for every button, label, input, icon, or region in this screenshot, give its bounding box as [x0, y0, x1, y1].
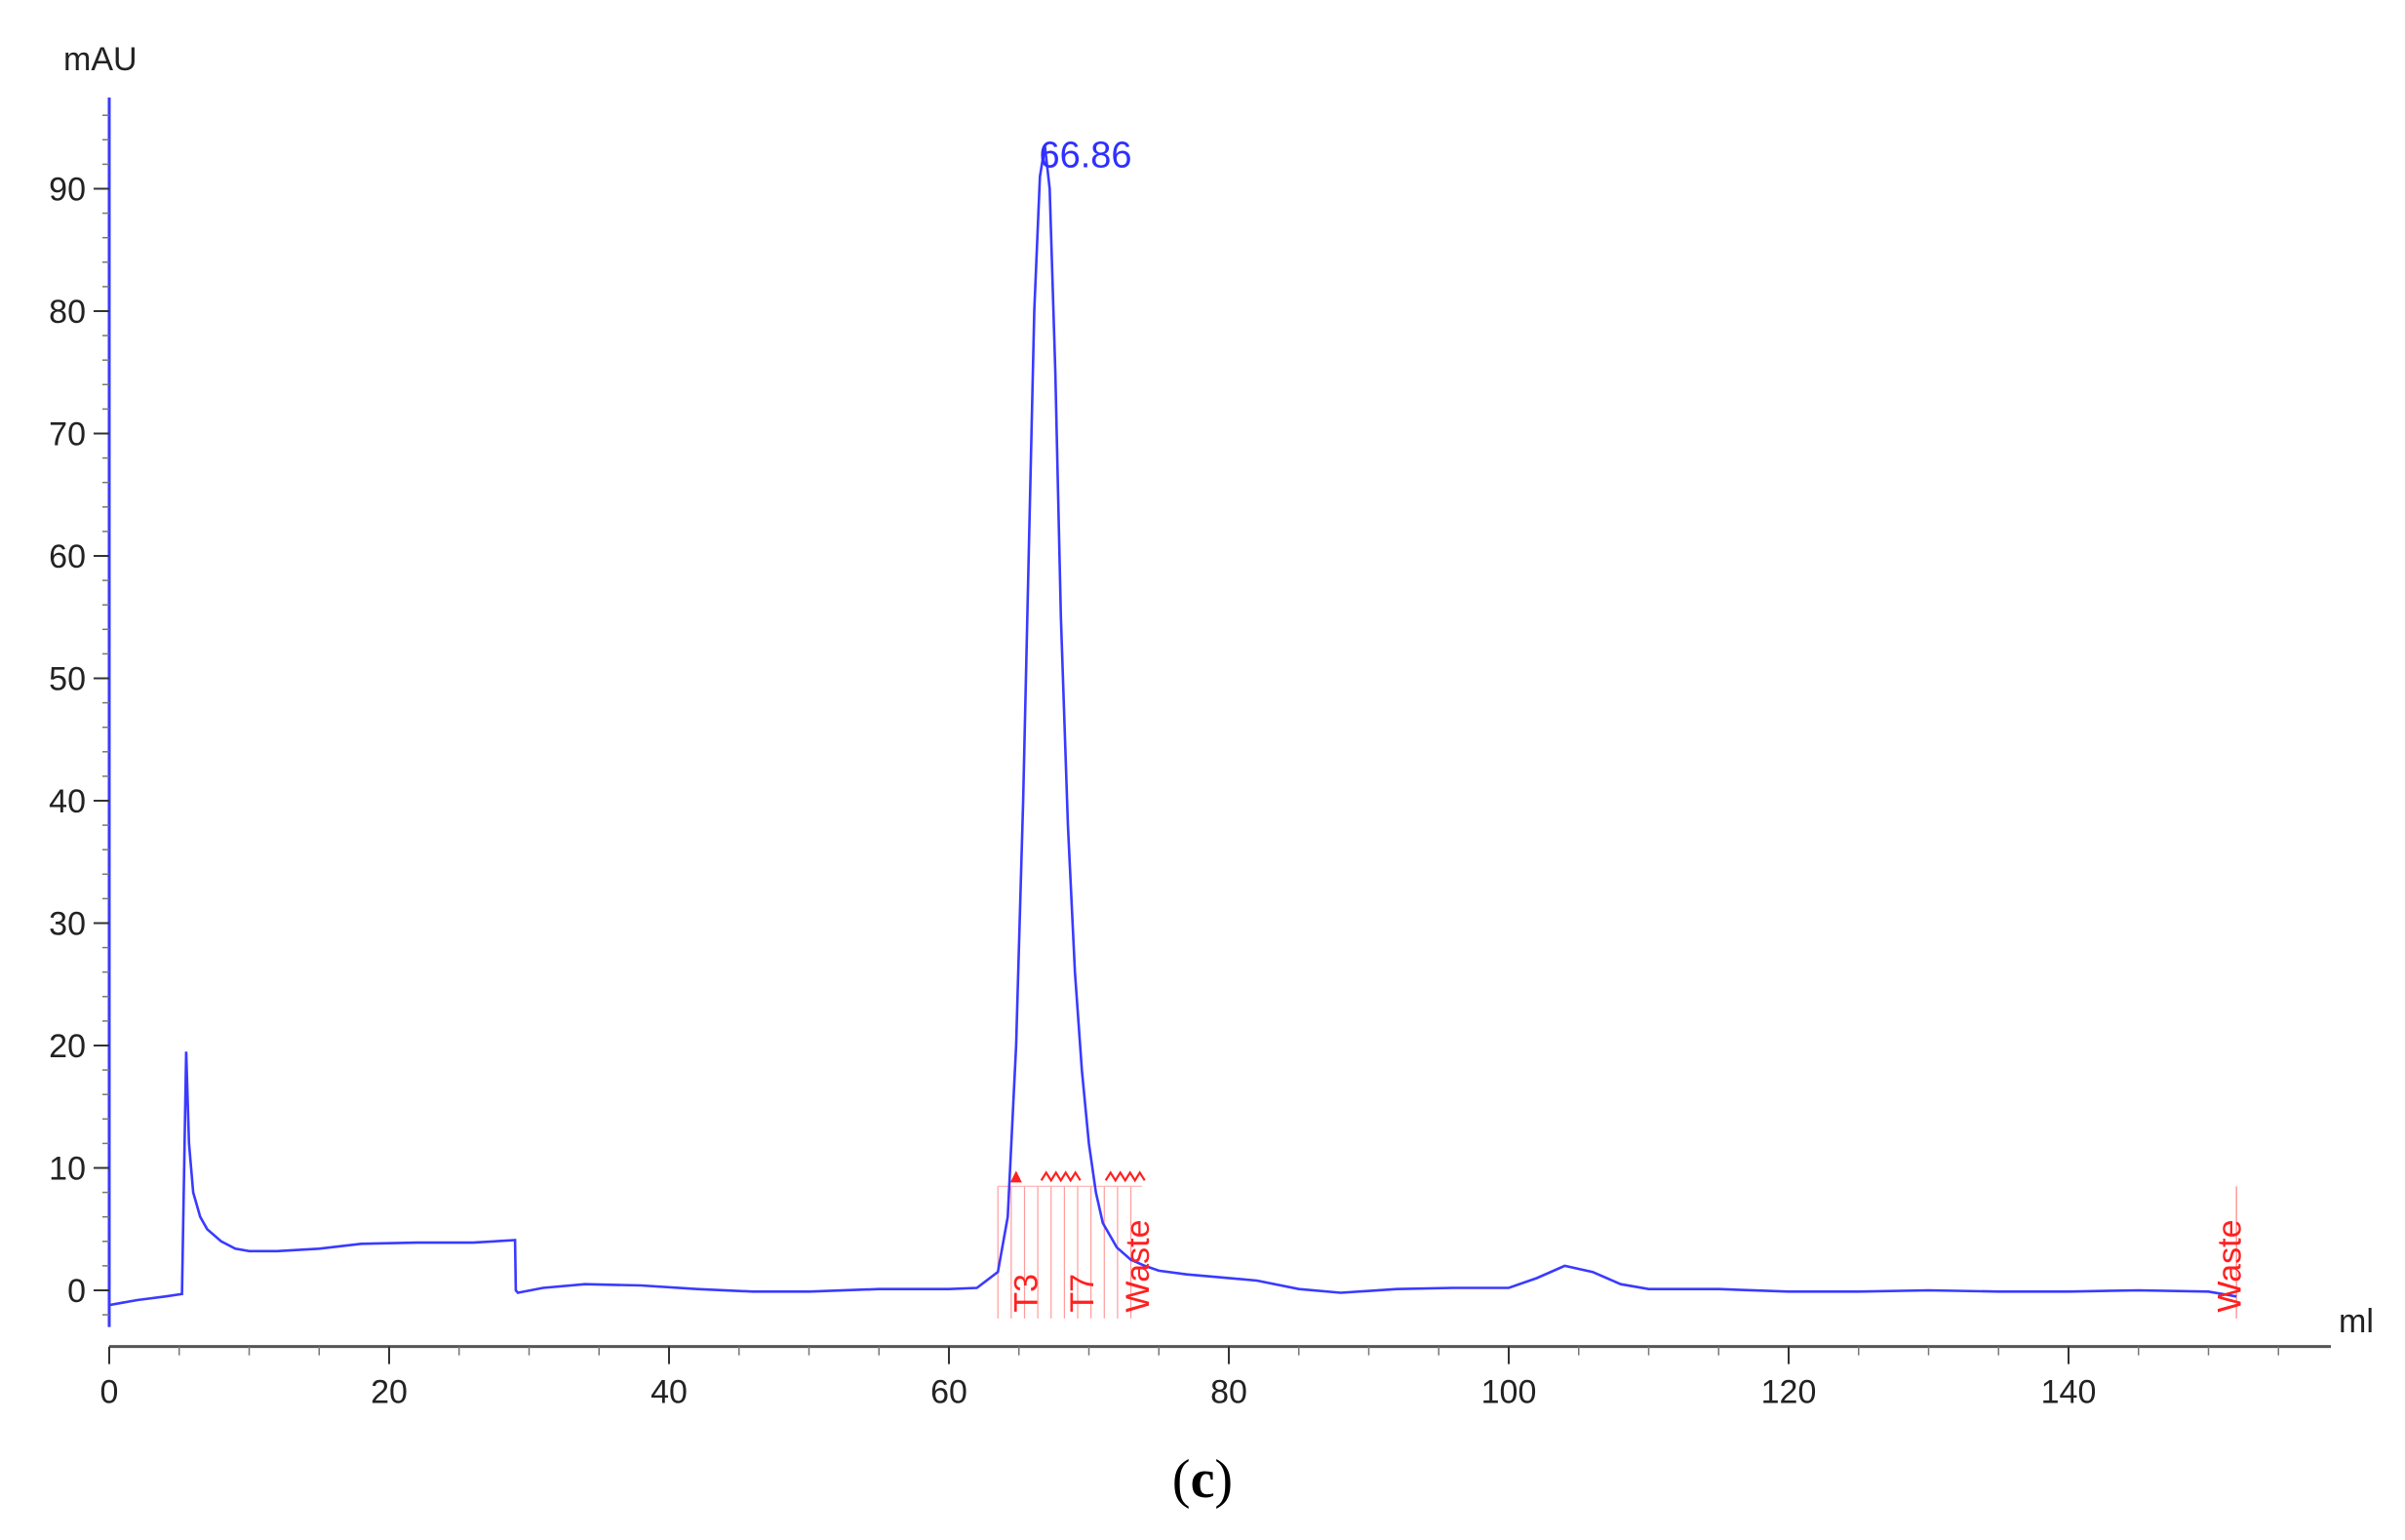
x-tick-label: 100 [1481, 1374, 1537, 1411]
y-axis-unit: mAU [63, 41, 138, 78]
axes [107, 98, 2331, 1349]
panel-label-open: ( [1171, 1449, 1191, 1510]
fraction-markers [997, 1170, 2237, 1319]
y-tick-label: 50 [49, 661, 86, 698]
x-tick-label: 40 [651, 1374, 688, 1411]
y-tick-label: 40 [49, 783, 86, 820]
panel-label-close: ) [1214, 1449, 1234, 1510]
axis-ticks: 0 10 20 30 40 50 60 70 80 90 0 20 40 60 80 100 120 140 [49, 114, 2279, 1411]
x-axis-unit: ml [2339, 1303, 2374, 1340]
y-tick-label: 60 [49, 538, 86, 575]
panel-label: (c) [0, 1448, 2405, 1511]
y-tick-label: 20 [49, 1028, 86, 1065]
absorbance-trace [108, 145, 2237, 1307]
fraction-label: T3 [1007, 1274, 1045, 1313]
y-tick-label: 80 [49, 294, 86, 331]
y-tick-label: 30 [49, 906, 86, 943]
fraction-label: Waste [1120, 1219, 1157, 1312]
peak-label: 66.86 [1039, 136, 1131, 177]
x-tick-label: 0 [100, 1374, 119, 1411]
x-tick-label: 120 [1761, 1374, 1817, 1411]
chart-labels: 66.86 T3 T7 Waste Waste [1007, 136, 2248, 1313]
y-tick-label: 90 [49, 172, 86, 209]
x-tick-label: 80 [1210, 1374, 1247, 1411]
fraction-zigzag-marker [1104, 1170, 1146, 1183]
panel-label-letter: c [1190, 1449, 1215, 1510]
y-tick-label: 70 [49, 416, 86, 454]
fraction-label: T7 [1064, 1274, 1101, 1313]
y-tick-label: 0 [67, 1273, 86, 1310]
x-tick-label: 20 [371, 1374, 408, 1411]
fraction-zigzag-marker [1040, 1170, 1082, 1183]
x-tick-label: 60 [930, 1374, 967, 1411]
y-tick-label: 10 [49, 1151, 86, 1188]
fraction-label: Waste [2212, 1219, 2249, 1312]
x-tick-label: 140 [2041, 1374, 2097, 1411]
fraction-start-marker [1009, 1170, 1022, 1183]
